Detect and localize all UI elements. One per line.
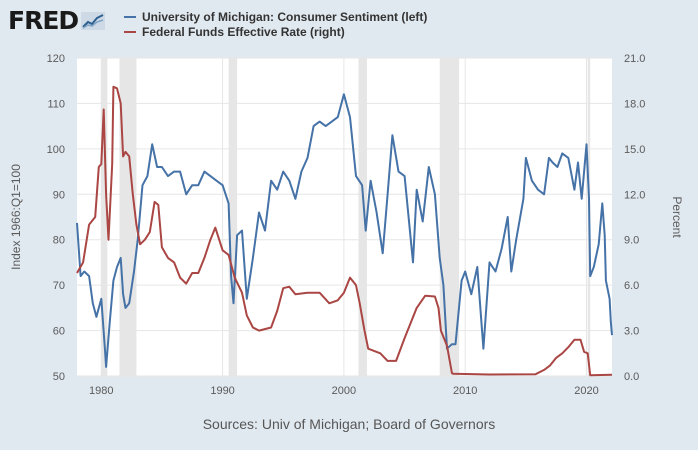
recession-band bbox=[119, 58, 137, 376]
legend-label-sentiment: University of Michigan: Consumer Sentime… bbox=[142, 9, 428, 24]
right-tick-label: 15.0 bbox=[624, 144, 645, 156]
series-line-fed-funds-rate bbox=[76, 85, 613, 377]
fred-logo-text: FRED bbox=[8, 6, 79, 35]
right-tick-label: 3.0 bbox=[624, 326, 639, 338]
series-line-consumer-sentiment bbox=[76, 93, 613, 368]
left-tick-label: 70 bbox=[53, 280, 65, 292]
right-tick-label: 18.0 bbox=[624, 98, 645, 110]
right-axis-title: Percent bbox=[670, 196, 684, 238]
left-tick-label: 80 bbox=[53, 235, 65, 247]
left-tick-label: 90 bbox=[53, 189, 65, 201]
left-axis: 50 60 70 80 90 100 110 120 bbox=[47, 53, 65, 383]
plot-background bbox=[77, 58, 612, 376]
legend-swatch-sentiment bbox=[124, 15, 136, 18]
chart-sources: Sources: Univ of Michigan; Board of Gove… bbox=[202, 416, 496, 432]
chart-header: FRED University of Michigan: Consumer Se… bbox=[0, 0, 698, 50]
right-tick-label: 12.0 bbox=[624, 189, 645, 201]
right-tick-label: 9.0 bbox=[624, 235, 639, 247]
x-tick-label: 1990 bbox=[210, 385, 234, 397]
legend-item-sentiment[interactable]: University of Michigan: Consumer Sentime… bbox=[124, 9, 427, 24]
left-tick-label: 60 bbox=[53, 326, 65, 338]
x-tick-label: 2000 bbox=[332, 385, 356, 397]
recession-band bbox=[228, 58, 238, 376]
chart-legend: University of Michigan: Consumer Sentime… bbox=[124, 9, 427, 39]
right-axis: 0.0 3.0 6.0 9.0 12.0 15.0 18.0 21.0 bbox=[624, 53, 645, 383]
x-tick-label: 1980 bbox=[89, 385, 113, 397]
x-tick-label: 2010 bbox=[453, 385, 477, 397]
left-tick-label: 50 bbox=[53, 371, 65, 383]
legend-label-fed-funds: Federal Funds Effective Rate (right) bbox=[142, 24, 345, 39]
right-tick-label: 0.0 bbox=[624, 371, 639, 383]
left-tick-label: 100 bbox=[47, 144, 65, 156]
recession-band bbox=[101, 58, 108, 376]
recession-band bbox=[358, 58, 367, 376]
x-axis: 1980 1990 2000 2010 2020 bbox=[89, 385, 599, 397]
left-axis-title: Index 1966:Q1=100 bbox=[9, 164, 23, 270]
legend-swatch-fed-funds bbox=[124, 30, 136, 33]
right-tick-label: 21.0 bbox=[624, 53, 645, 65]
plot-area bbox=[76, 57, 613, 377]
legend-item-fed-funds[interactable]: Federal Funds Effective Rate (right) bbox=[124, 24, 427, 39]
fred-chart-logo-icon bbox=[81, 11, 106, 30]
left-tick-label: 110 bbox=[47, 98, 65, 110]
fred-logo[interactable]: FRED bbox=[8, 6, 106, 35]
right-tick-label: 6.0 bbox=[624, 280, 639, 292]
left-tick-label: 120 bbox=[47, 53, 65, 65]
x-tick-label: 2020 bbox=[574, 385, 598, 397]
